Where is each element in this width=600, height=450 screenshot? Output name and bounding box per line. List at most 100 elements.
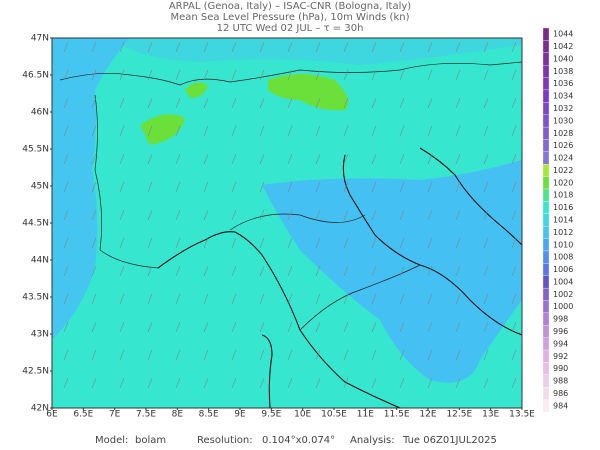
wind-barb (315, 349, 321, 361)
lat-label: 46N (31, 108, 49, 118)
wind-barb (483, 153, 489, 165)
wind-barb (427, 69, 433, 81)
wind-barb (203, 209, 209, 221)
wind-barb (259, 125, 265, 137)
lat-label: 42N (31, 404, 49, 414)
lat-label: 45N (31, 182, 49, 192)
wind-barb (343, 181, 349, 193)
wind-barb (315, 153, 321, 165)
wind-barb (231, 125, 237, 137)
wind-barb (231, 41, 237, 53)
header-line: ARPAL (Genoa, Italy) – ISAC-CNR (Bologna… (169, 1, 411, 12)
wind-barb (427, 153, 433, 165)
colorbar-label: 992 (553, 352, 568, 361)
wind-barb (371, 377, 377, 389)
wind-barb (287, 209, 293, 221)
colorbar-segment (542, 387, 550, 400)
wind-barb (371, 153, 377, 165)
wind-barb (175, 293, 181, 305)
wind-barb (231, 237, 237, 249)
wind-barb (147, 265, 153, 277)
header-line: 12 UTC Wed 02 JUL – τ = 30h (217, 23, 364, 34)
wind-barb (483, 265, 489, 277)
wind-barb (315, 321, 321, 333)
wind-barb (427, 41, 433, 53)
wind-barb (455, 97, 461, 109)
wind-barb (343, 41, 349, 53)
colorbar-segment (542, 337, 550, 351)
wind-barb (427, 97, 433, 109)
wind-barb (203, 69, 209, 81)
wind-barb (119, 41, 125, 53)
lat-label: 44.5N (22, 219, 49, 229)
lon-label: 8.5E (199, 410, 219, 420)
wind-barb (175, 153, 181, 165)
wind-barb (259, 237, 265, 249)
wind-barb (259, 97, 265, 109)
colorbar-label: 994 (553, 339, 568, 348)
wind-barb (455, 349, 461, 361)
wind-barb (231, 321, 237, 333)
colorbar-segment (542, 139, 550, 153)
wind-barb (231, 377, 237, 389)
wind-barb (231, 209, 237, 221)
wind-barb (455, 153, 461, 165)
colorbar-label: 1024 (553, 154, 573, 163)
wind-barb (287, 181, 293, 193)
wind-barb (343, 265, 349, 277)
colorbar-segment (542, 164, 550, 177)
wind-barb (455, 377, 461, 389)
wind-barb (119, 237, 125, 249)
wind-barb (175, 377, 181, 389)
wind-barb (511, 181, 517, 193)
colorbar-label: 1010 (553, 240, 573, 249)
wind-barb (483, 237, 489, 249)
wind-barb (147, 125, 153, 137)
wind-barb (427, 237, 433, 249)
wind-barb (315, 97, 321, 109)
colorbar-segment (542, 201, 550, 214)
wind-barb (203, 41, 209, 53)
wind-barb (455, 293, 461, 305)
wind-barb (259, 293, 265, 305)
lon-label: 6E (46, 410, 58, 420)
colorbar-label: 1040 (553, 54, 573, 63)
wind-barb (259, 41, 265, 53)
wind-barb (287, 265, 293, 277)
wind-barb (427, 265, 433, 277)
wind-barb (511, 209, 517, 221)
wind-barb (455, 237, 461, 249)
wind-barb (287, 41, 293, 53)
wind-barb (315, 125, 321, 137)
wind-barb (287, 69, 293, 81)
lon-label: 9.5E (261, 410, 281, 420)
wind-barb (287, 97, 293, 109)
wind-barb (259, 181, 265, 193)
colorbar-label: 1044 (553, 30, 573, 39)
colorbar-segment (542, 399, 550, 413)
wind-barb (427, 377, 433, 389)
colorbar-segment (542, 126, 550, 140)
wind-barb (511, 97, 517, 109)
wind-barb (511, 125, 517, 137)
wind-barb (371, 69, 377, 81)
wind-barb (63, 265, 69, 277)
wind-barb (511, 237, 517, 249)
colorbar-label: 984 (553, 401, 568, 410)
wind-barb (175, 41, 181, 53)
wind-barb (399, 237, 405, 249)
wind-barb (147, 293, 153, 305)
lon-label: 7.5E (136, 410, 156, 420)
wind-barb (371, 349, 377, 361)
colorbar-label: 1030 (553, 116, 573, 125)
colorbar-label: 1018 (553, 191, 573, 200)
wind-barb (427, 125, 433, 137)
wind-barb (427, 321, 433, 333)
wind-barb (63, 209, 69, 221)
header-line: Mean Sea Level Pressure (hPa), 10m Winds… (171, 12, 410, 23)
wind-barb (287, 237, 293, 249)
wind-barb (455, 41, 461, 53)
wind-barb (399, 153, 405, 165)
colorbar-label: 1034 (553, 92, 573, 101)
